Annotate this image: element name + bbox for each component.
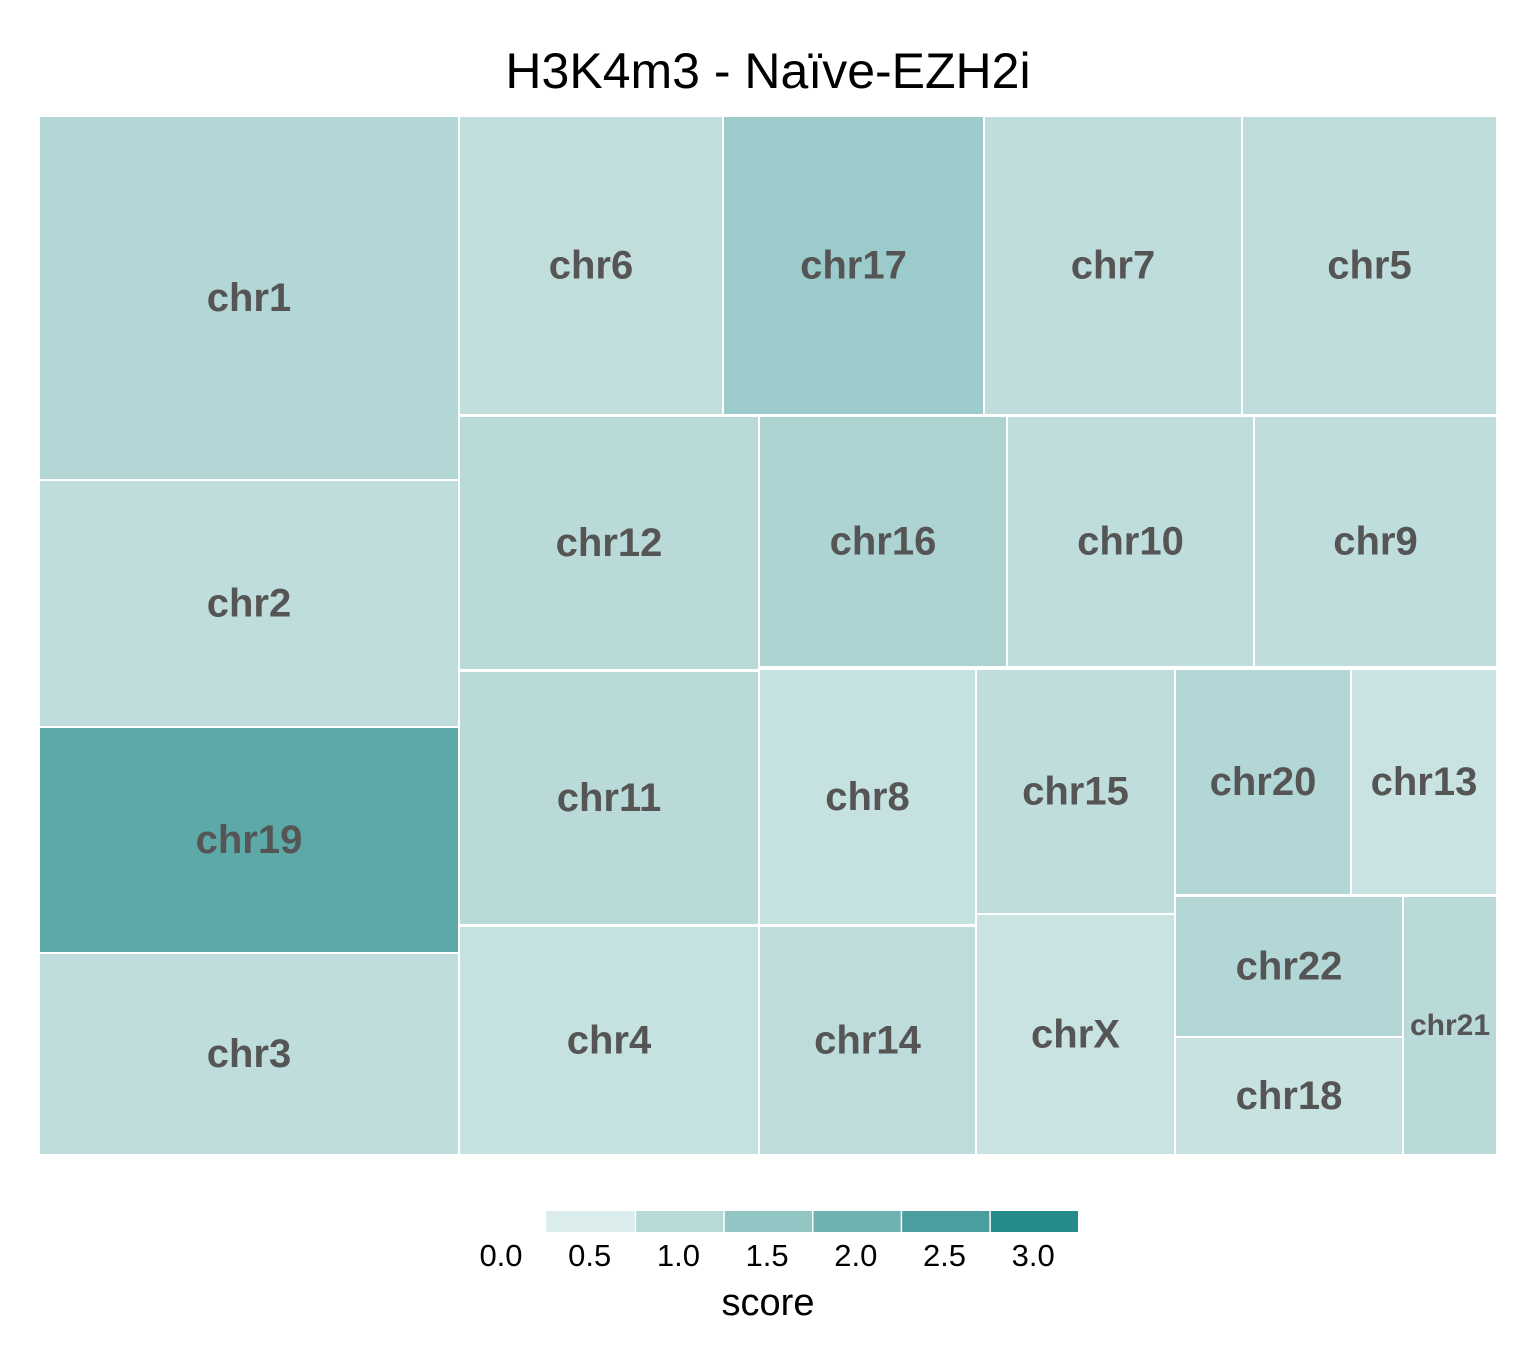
tile-chr16 [760,417,1006,666]
tile-label-chr1: chr1 [207,276,292,320]
legend: 0.0 0.5 1.0 1.5 2.0 2.5 3.0 [479,1211,1078,1273]
tile-label-chrX: chrX [1031,1013,1120,1057]
tile-chr8 [760,670,975,924]
tile-label-chr13: chr13 [1371,760,1478,804]
tile-chr10 [1008,417,1253,666]
legend-title: score [722,1282,815,1324]
tile-chr6 [460,117,722,414]
tile-chr12 [460,417,758,669]
legend-swatch-2 [724,1211,812,1232]
tile-label-chr2: chr2 [207,582,292,626]
tile-label-chr11: chr11 [557,776,662,820]
tile-chr1 [40,117,458,479]
tile-label-chr15: chr15 [1022,770,1129,814]
tile-chr22 [1176,897,1402,1036]
legend-swatch-4 [902,1211,990,1232]
tile-label-chr20: chr20 [1210,760,1317,804]
tile-chr2 [40,481,458,726]
legend-swatch-1 [636,1211,724,1232]
legend-tick-label: 3.0 [1012,1238,1055,1273]
tile-label-chr21: chr21 [1410,1009,1490,1042]
tile-chr20 [1176,670,1350,894]
tile-chr15 [977,670,1174,913]
legend-tick-label: 2.5 [923,1238,966,1273]
tile-label-chr18: chr18 [1236,1074,1343,1118]
tile-label-chr3: chr3 [207,1032,292,1076]
tile-chr14 [760,927,975,1154]
tile-chr3 [40,954,458,1154]
tile-chr4 [460,927,758,1154]
tile-label-chr6: chr6 [549,244,634,288]
legend-swatch-5 [990,1211,1078,1232]
tile-label-chr7: chr7 [1071,244,1156,288]
tile-chr21 [1404,897,1496,1154]
tile-chr9 [1255,417,1496,666]
tile-label-chr22: chr22 [1236,945,1343,989]
tile-label-chr12: chr12 [556,521,663,565]
tile-label-chr19: chr19 [196,818,303,862]
tile-chr13 [1352,670,1496,894]
legend-tick-label: 1.0 [657,1238,700,1273]
tile-label-chr10: chr10 [1077,520,1184,564]
tile-chr11 [460,672,758,924]
chart-title: H3K4m3 - Naïve-EZH2i [505,43,1030,99]
tile-label-chr14: chr14 [814,1019,921,1063]
treemap-tiles: chr1 chr2 chr19 chr3 chr6 chr17 chr7 chr5 chr12 c… [40,117,1496,1154]
tile-chr7 [985,117,1241,414]
tile-label-chr8: chr8 [825,775,910,819]
tile-chr19 [40,728,458,952]
tile-label-chr4: chr4 [567,1019,652,1063]
tile-chr5 [1243,117,1496,414]
legend-tick-label: 0.5 [568,1238,611,1273]
tile-label-chr9: chr9 [1333,520,1418,564]
tile-chr17 [724,117,983,414]
legend-tick-label: 0.0 [479,1238,522,1273]
tile-label-chr16: chr16 [830,520,937,564]
legend-swatch-0 [546,1211,635,1232]
tile-label-chr5: chr5 [1327,244,1412,288]
tile-chrX [977,915,1174,1154]
legend-tick-label: 1.5 [746,1238,789,1273]
legend-tick-label: 2.0 [834,1238,877,1273]
tile-label-chr17: chr17 [800,244,907,288]
legend-swatch-3 [813,1211,901,1232]
tile-chr18 [1176,1038,1402,1154]
